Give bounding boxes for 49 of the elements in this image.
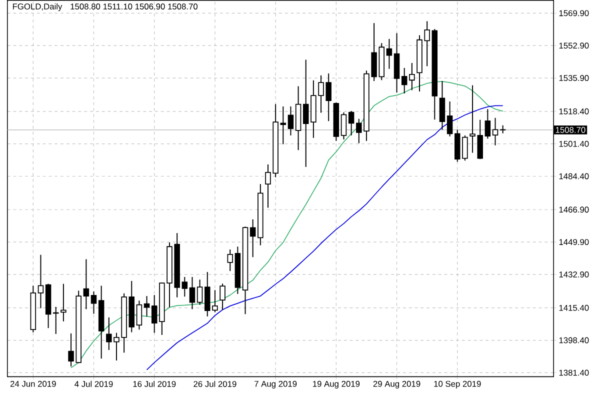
x-tick-label: 16 Jul 2019: [133, 380, 176, 387]
candlestick: [492, 117, 498, 146]
y-tick-label: 1569.90: [559, 10, 589, 16]
candlestick: [280, 106, 286, 144]
candlestick: [401, 67, 408, 94]
x-tick-label: 24 Jun 2019: [10, 380, 56, 387]
candlestick: [144, 295, 150, 317]
candlestick: [409, 62, 415, 90]
candlestick: [484, 108, 491, 139]
candlestick: [220, 282, 226, 310]
x-tick-label: 10 Sep 2019: [434, 380, 481, 388]
x-tick-label: 4 Jul 2019: [74, 380, 113, 387]
candlestick: [348, 110, 354, 136]
candlestick: [386, 38, 392, 70]
y-tick-label: 1535.90: [559, 74, 589, 81]
y-tick-label: 1415.40: [559, 304, 589, 311]
chart-subtitle: 1508.80 1511.10 1506.90 1508.70: [70, 3, 198, 10]
y-tick-label: 1518.40: [559, 108, 589, 114]
y-tick-label: 1398.40: [559, 337, 589, 344]
candlestick: [250, 218, 256, 258]
candlestick: [182, 276, 188, 297]
candlestick: [303, 58, 309, 168]
x-tick-label: 29 Aug 2019: [373, 380, 420, 388]
candlestick: [227, 248, 233, 272]
candlestick: [60, 283, 66, 322]
candlestick: [151, 294, 158, 334]
y-tick-label: 1552.90: [559, 42, 589, 48]
ref-line-label: 1508.70: [556, 126, 586, 133]
candlestick: [189, 276, 196, 310]
y-tick-label: 1449.90: [559, 238, 589, 245]
x-tick-label: 26 Jul 2019: [194, 380, 236, 387]
line-series: [70, 80, 504, 368]
x-tick-label: 19 Aug 2019: [312, 380, 360, 388]
candlestick: [90, 290, 97, 314]
x-tick-label: 7 Aug 2019: [254, 380, 297, 388]
y-tick-label: 1432.90: [559, 271, 589, 278]
candlestick: [340, 112, 347, 140]
candlestick: [83, 258, 90, 310]
y-tick-label: 1381.40: [559, 369, 589, 376]
candlestick: [38, 254, 44, 308]
chart-title: FGOLD,Daily: [12, 3, 62, 11]
candlestick: [288, 106, 294, 136]
y-tick-label: 1484.40: [559, 173, 589, 179]
candlestick: [196, 278, 203, 306]
y-tick-label: 1466.90: [559, 206, 589, 212]
y-tick-label: 1501.40: [559, 140, 589, 147]
candlestick: [439, 80, 446, 130]
candlestick: [136, 300, 142, 330]
candlestick: [446, 100, 453, 137]
